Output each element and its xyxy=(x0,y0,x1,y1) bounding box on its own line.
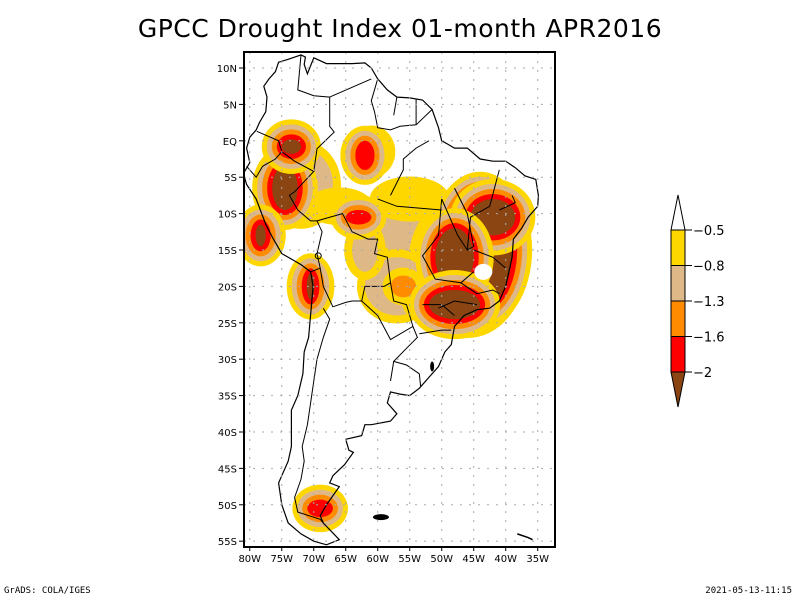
chart-title: GPCC Drought Index 01-month APR2016 xyxy=(137,14,663,43)
drought-band xyxy=(377,184,442,214)
legend-label: −2 xyxy=(693,366,712,381)
y-tick-label: 5S xyxy=(224,173,237,184)
border-line xyxy=(390,140,430,196)
border-line xyxy=(246,130,283,179)
border-line xyxy=(316,213,392,308)
legend-swatch xyxy=(670,229,686,266)
legend-label: −0.8 xyxy=(693,260,725,275)
drought-region xyxy=(281,139,301,154)
south-georgia xyxy=(517,533,533,541)
lake-titicaca xyxy=(314,252,322,260)
border-line xyxy=(390,326,418,382)
drought-region xyxy=(255,224,266,247)
y-tick-label: 35S xyxy=(218,392,237,403)
footer-credit: GrADS: COLA/IGES xyxy=(4,586,91,596)
border-line xyxy=(421,198,475,284)
border-line xyxy=(460,282,500,295)
coastlines-and-borders xyxy=(244,54,540,546)
y-axis: 10N 5N EQ 5S 10S 15S 20S 25S 30S 35S 40S 45S 50S 55S xyxy=(217,64,244,548)
no-drought-area xyxy=(474,263,493,280)
drought-shading xyxy=(244,119,536,533)
border-line xyxy=(499,195,516,211)
falkland-islands xyxy=(372,514,389,521)
border-line xyxy=(441,187,475,251)
y-tick-label: 15S xyxy=(218,246,237,257)
x-tick-label: 45W xyxy=(462,554,485,565)
x-tick-label: 70W xyxy=(302,554,325,565)
coastline xyxy=(244,54,540,546)
border-line xyxy=(473,249,507,269)
border-line xyxy=(370,78,433,131)
y-tick-label: 45S xyxy=(218,464,237,475)
border-line xyxy=(297,54,335,172)
legend-arrow-bottom xyxy=(670,371,686,408)
border-line xyxy=(466,169,500,251)
border-line xyxy=(419,329,452,335)
legend-swatch xyxy=(670,300,686,337)
footer-timestamp: 2021-05-13-11:15 xyxy=(705,586,792,596)
x-tick-label: 75W xyxy=(270,554,293,565)
border-line xyxy=(294,307,331,524)
y-tick-label: 25S xyxy=(218,319,237,330)
y-tick-label: EQ xyxy=(223,137,237,148)
x-tick-label: 80W xyxy=(238,554,261,565)
y-tick-label: 40S xyxy=(218,428,237,439)
x-tick-label: 35W xyxy=(526,554,549,565)
y-tick-label: 55S xyxy=(218,537,237,548)
x-tick-label: 50W xyxy=(430,554,453,565)
x-tick-label: 40W xyxy=(494,554,517,565)
drought-region xyxy=(345,209,372,225)
border-line xyxy=(310,220,323,273)
border-line xyxy=(393,97,398,116)
legend-label: −0.5 xyxy=(693,224,725,239)
lagoa-dos-patos xyxy=(430,361,435,372)
x-tick-label: 55W xyxy=(398,554,421,565)
x-tick-label: 65W xyxy=(334,554,357,565)
legend-arrow-top xyxy=(670,194,686,231)
map-frame xyxy=(243,51,556,548)
drought-region xyxy=(307,499,333,518)
y-tick-label: 30S xyxy=(218,355,237,366)
drought-region xyxy=(355,140,375,170)
legend-swatch xyxy=(670,336,686,373)
y-tick-label: 10S xyxy=(218,210,237,221)
drought-region xyxy=(428,290,481,320)
x-tick-label: 60W xyxy=(366,554,389,565)
border-line xyxy=(377,198,442,211)
border-line xyxy=(281,151,317,222)
colorbar-legend: −0.5 −0.8 −1.3 −1.6 −2 xyxy=(670,194,725,408)
border-line xyxy=(393,360,422,387)
legend-swatch xyxy=(670,265,686,302)
gridlines xyxy=(244,52,555,547)
legend-label: −1.3 xyxy=(693,295,725,310)
y-tick-label: 10N xyxy=(217,64,237,75)
y-tick-label: 5N xyxy=(223,100,237,111)
x-axis: 80W 75W 70W 65W 60W 55W 50W 45W 40W 35W xyxy=(238,547,549,565)
border-line xyxy=(329,78,372,98)
y-tick-label: 50S xyxy=(218,501,237,512)
drought-band xyxy=(390,275,417,298)
legend-label: −1.6 xyxy=(693,331,725,346)
border-line xyxy=(438,300,477,309)
y-tick-label: 20S xyxy=(218,282,237,293)
